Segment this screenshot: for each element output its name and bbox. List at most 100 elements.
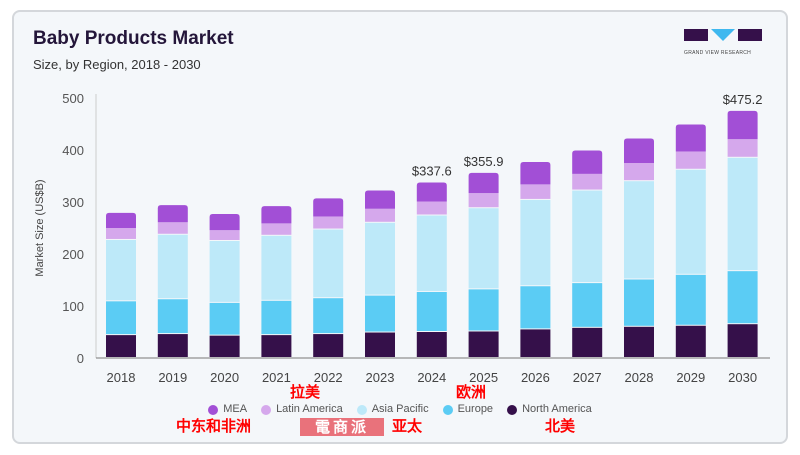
legend-label: Asia Pacific: [371, 403, 429, 415]
legend: MEA Latin America Asia Pacific Europe North …: [0, 403, 800, 416]
bar-segment-mea: [675, 124, 706, 152]
y-tick-label: 400: [62, 143, 84, 158]
annotation-latam: 拉美: [290, 384, 321, 401]
bar-segment-north-america: [209, 335, 240, 357]
bar-segment-mea: [157, 205, 188, 223]
legend-dot-icon: [261, 404, 272, 415]
bar-segment-mea: [365, 190, 395, 209]
bar-segment-north-america: [416, 332, 447, 357]
x-tick-label: 2023: [366, 370, 395, 385]
bar-segment-europe: [261, 300, 292, 335]
bar-segment-asia-pacific: [157, 234, 188, 299]
bar-segment-mea: [261, 206, 292, 224]
bar-segment-latin-america: [106, 228, 136, 239]
logo-text: GRAND VIEW RESEARCH: [684, 50, 752, 56]
bar-segment-europe: [572, 283, 603, 327]
bar-segment-asia-pacific: [572, 190, 603, 283]
bar-segment-asia-pacific: [209, 241, 240, 302]
bar-segment-asia-pacific: [675, 169, 706, 274]
legend-label: MEA: [223, 403, 248, 415]
annotation-na: 北美: [545, 418, 576, 435]
x-tick-label: 2028: [625, 370, 654, 385]
legend-dot-icon: [356, 404, 367, 415]
bar-segment-latin-america: [209, 230, 240, 240]
chart-title: Baby Products Market: [33, 28, 234, 49]
bar-segment-north-america: [313, 334, 344, 357]
bar-segment-latin-america: [468, 193, 499, 208]
legend-item: Europe: [442, 403, 494, 416]
x-tick-label: 2025: [469, 370, 498, 385]
data-label: $355.9: [464, 154, 504, 169]
legend-item: MEA: [208, 403, 247, 416]
legend-label: Latin America: [276, 403, 343, 415]
bar-segment-north-america: [624, 326, 654, 357]
bar-segment-latin-america: [520, 184, 551, 199]
bar-segment-mea: [727, 110, 758, 140]
bar-segment-mea: [572, 150, 603, 174]
bar-segment-latin-america: [261, 223, 292, 235]
bar-segment-north-america: [520, 329, 551, 357]
x-tick-label: 2029: [676, 370, 705, 385]
chart-subtitle: Size, by Region, 2018 - 2030: [33, 57, 201, 72]
annotation-mea: 中东和非洲: [176, 418, 252, 435]
bar-segment-asia-pacific: [727, 157, 758, 271]
bar-segment-latin-america: [365, 208, 395, 222]
legend-item: North America: [507, 403, 592, 416]
legend-dot-icon: [442, 404, 453, 415]
bar-segment-latin-america: [624, 163, 654, 181]
logo-mark-icon: [684, 29, 762, 41]
bar-segment-mea: [416, 182, 447, 202]
bar-segment-north-america: [572, 327, 603, 357]
x-tick-label: 2021: [262, 370, 291, 385]
bar-segment-north-america: [261, 335, 292, 357]
x-tick-label: 2020: [210, 370, 239, 385]
bar-segment-europe: [727, 271, 758, 324]
bar-segment-europe: [365, 295, 395, 332]
legend-label: Europe: [457, 403, 494, 415]
bar-segment-europe: [675, 274, 706, 325]
x-tick-label: 2019: [158, 370, 187, 385]
bar-segment-latin-america: [157, 222, 188, 234]
bar-segment-mea: [313, 198, 344, 217]
x-tick-label: 2024: [417, 370, 446, 385]
data-label: $337.6: [412, 163, 452, 178]
x-tick-label: 2026: [521, 370, 550, 385]
bar-segment-asia-pacific: [468, 208, 499, 289]
annotation-apac: 亚太: [392, 418, 423, 435]
bar-segment-latin-america: [313, 216, 344, 229]
x-tick-label: 2030: [728, 370, 757, 385]
chart-card: [12, 10, 788, 444]
y-tick-label: 200: [62, 247, 84, 262]
bar-segment-mea: [106, 212, 136, 228]
bar-segment-north-america: [157, 334, 188, 357]
bar-segment-asia-pacific: [416, 215, 447, 291]
y-tick-label: 300: [62, 195, 84, 210]
bar-segment-asia-pacific: [520, 199, 551, 286]
bar-segment-latin-america: [727, 139, 758, 157]
legend-item: Asia Pacific: [356, 403, 429, 416]
bar-segment-asia-pacific: [313, 229, 344, 298]
bar-segment-north-america: [675, 325, 706, 357]
x-tick-label: 2022: [314, 370, 343, 385]
annotation-europe: 欧洲: [456, 384, 487, 401]
grand-view-research-logo: GRAND VIEW RESEARCH: [684, 28, 762, 56]
bar-segment-latin-america: [572, 173, 603, 190]
bar-segment-mea: [209, 213, 240, 231]
bar-segment-mea: [468, 172, 499, 194]
legend-dot-icon: [208, 404, 219, 415]
bar-segment-europe: [106, 301, 136, 335]
y-tick-label: 500: [62, 91, 84, 106]
bar-segment-europe: [313, 298, 344, 334]
legend-label: North America: [522, 403, 592, 415]
data-label: $475.2: [723, 92, 763, 107]
bar-segment-north-america: [365, 332, 395, 357]
y-axis-title: Market Size (US$B): [34, 179, 46, 276]
bar-segment-asia-pacific: [106, 239, 136, 301]
legend-item: Latin America: [261, 403, 343, 416]
bar-segment-europe: [468, 289, 499, 331]
bar-segment-latin-america: [675, 151, 706, 169]
y-tick-label: 100: [62, 299, 84, 314]
bar-segment-asia-pacific: [624, 181, 654, 279]
bar-segment-europe: [157, 299, 188, 334]
watermark: 電商派: [300, 418, 384, 436]
